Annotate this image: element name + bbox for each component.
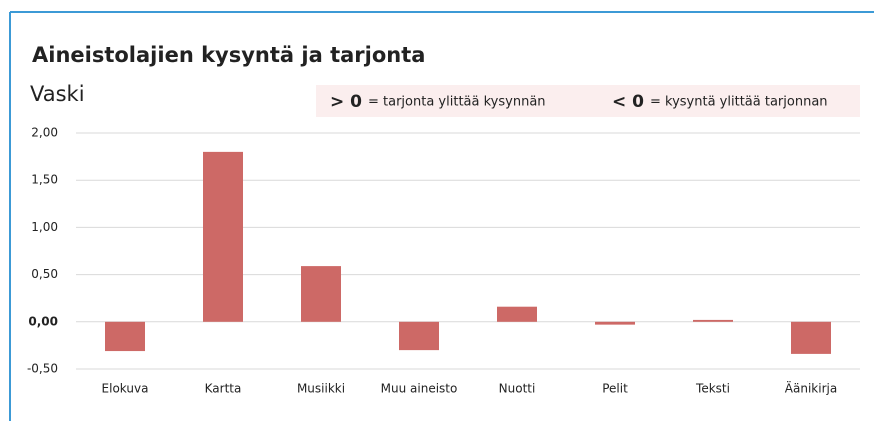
x-tick-label: Pelit	[602, 382, 628, 396]
x-tick-label: Äänikirja	[785, 381, 837, 396]
annotation-text: = kysyntä ylittää tarjonnan	[650, 95, 828, 110]
y-tick-label: 0,50	[31, 267, 58, 281]
chart-title: Aineistolajien kysyntä ja tarjonta	[32, 43, 425, 67]
bar	[595, 321, 635, 325]
annotation-symbol: > 0	[330, 92, 362, 112]
bar	[791, 321, 831, 354]
bar	[497, 306, 537, 322]
y-tick-label: 1,50	[31, 173, 58, 187]
y-tick-label: -0,50	[27, 362, 58, 376]
y-tick-label: 0,00	[28, 314, 58, 328]
bar	[301, 266, 341, 322]
chart-subtitle: Vaski	[30, 82, 85, 106]
bar	[203, 151, 243, 322]
y-tick-label: 2,00	[31, 126, 58, 140]
x-tick-label: Kartta	[205, 382, 242, 396]
annotation-text: = tarjonta ylittää kysynnän	[368, 95, 546, 110]
bar	[399, 321, 439, 351]
x-tick-label: Nuotti	[499, 382, 536, 396]
legend-box	[316, 85, 860, 117]
y-tick-label: 1,00	[31, 220, 58, 234]
x-tick-label: Musiikki	[297, 382, 345, 396]
x-tick-label: Teksti	[695, 382, 730, 396]
x-tick-label: Muu aineisto	[381, 382, 458, 396]
x-tick-label: Elokuva	[102, 382, 149, 396]
bar	[693, 319, 733, 322]
annotation-symbol: < 0	[612, 92, 644, 112]
bar	[105, 321, 145, 352]
